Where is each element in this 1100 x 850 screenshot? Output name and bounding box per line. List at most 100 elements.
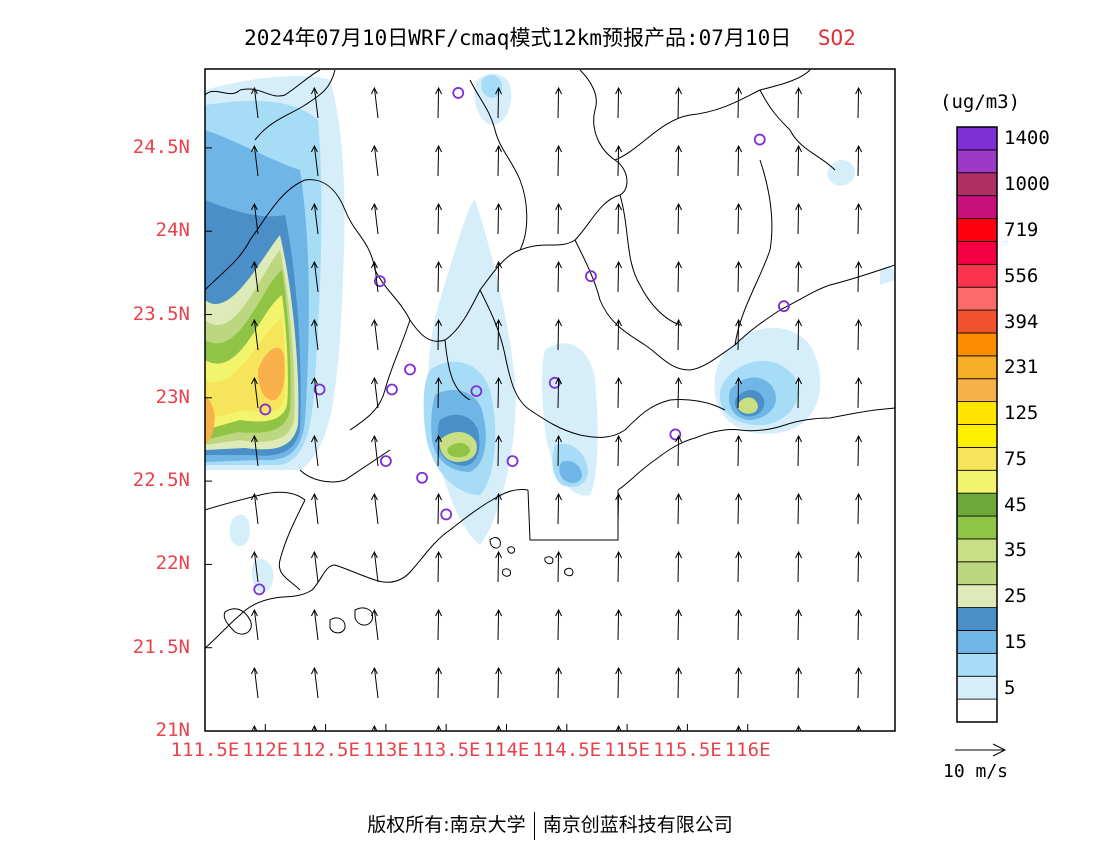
wind-vector	[253, 493, 259, 525]
wind-vector	[497, 145, 500, 177]
station-marker	[506, 455, 519, 468]
wind-arrowhead	[250, 492, 258, 501]
wind-vector	[253, 667, 259, 699]
wind-vector	[253, 435, 259, 467]
wind-vector	[437, 551, 440, 583]
wind-vector	[857, 551, 860, 583]
wind-vector	[737, 493, 740, 525]
wind-vector	[617, 319, 620, 351]
wind-arrowhead	[435, 550, 443, 559]
legend-swatch	[956, 446, 998, 471]
wind-vector	[857, 145, 860, 177]
wind-arrowhead	[555, 434, 563, 443]
station-marker	[669, 428, 682, 441]
wind-vector	[557, 203, 560, 235]
wind-vector	[617, 493, 620, 525]
legend-swatch	[956, 378, 998, 403]
wind-arrowhead	[370, 666, 378, 675]
legend-swatch	[956, 172, 998, 197]
wind-arrowhead	[675, 608, 683, 617]
wind-arrowhead	[435, 608, 443, 617]
province-boundaries	[205, 69, 895, 591]
wind-vector	[497, 435, 500, 467]
wind-arrowhead	[675, 144, 683, 153]
wind-arrowhead	[855, 666, 863, 675]
wind-vector	[677, 609, 680, 641]
wind-vector	[253, 203, 259, 235]
wind-vector	[737, 261, 740, 293]
y-tick-label: 21.5N	[132, 635, 190, 658]
wind-arrowhead	[735, 260, 743, 269]
wind-vector	[313, 261, 319, 293]
wind-vectors	[250, 86, 863, 731]
wind-arrowhead	[675, 318, 683, 327]
wind-scale-arrow	[955, 743, 1007, 757]
wind-arrowhead	[555, 144, 563, 153]
wind-vector	[677, 377, 680, 409]
legend-level-label: 5	[1004, 676, 1016, 699]
wind-arrowhead	[855, 434, 863, 443]
wind-arrowhead	[615, 376, 623, 385]
wind-vector	[253, 609, 259, 641]
wind-vector	[797, 435, 800, 467]
wind-vector	[857, 377, 860, 409]
wind-vector	[617, 203, 620, 235]
y-tick-label: 21N	[155, 719, 190, 741]
wind-vector	[857, 261, 860, 293]
wind-arrowhead	[495, 608, 503, 617]
wind-arrowhead	[855, 202, 863, 211]
wind-arrowhead	[435, 492, 443, 501]
wind-vector	[617, 435, 620, 467]
x-tick-label: 113E	[363, 739, 409, 761]
wind-arrowhead	[855, 550, 863, 559]
station-marker	[548, 376, 561, 389]
wind-arrowhead	[855, 260, 863, 269]
legend-swatch	[956, 652, 998, 677]
wind-arrowhead	[855, 724, 862, 731]
footer-divider	[533, 811, 535, 840]
wind-arrowhead	[495, 550, 503, 559]
copyright-partner: 南京创蓝科技有限公司	[542, 814, 733, 836]
x-tick-label: 112E	[242, 739, 289, 761]
concentration-field	[205, 73, 895, 593]
wind-arrowhead	[370, 260, 378, 269]
wind-arrowhead	[735, 86, 743, 95]
legend-level-label: 556	[1004, 264, 1039, 287]
wind-arrowhead	[435, 260, 443, 269]
wind-vector	[797, 87, 800, 119]
legend-swatch	[956, 424, 998, 448]
wind-vector	[497, 87, 500, 119]
wind-arrowhead	[435, 724, 442, 731]
wind-arrowhead	[310, 144, 318, 153]
wind-arrowhead	[555, 550, 563, 559]
wind-arrowhead	[310, 260, 318, 269]
wind-vector	[557, 145, 560, 177]
wind-vector	[253, 377, 259, 409]
legend-swatch	[956, 286, 998, 311]
station-marker	[777, 300, 790, 313]
wind-arrowhead	[675, 260, 683, 269]
wind-vector	[313, 551, 319, 583]
wind-vector	[313, 145, 319, 177]
wind-vector	[857, 609, 860, 641]
wind-arrowhead	[250, 666, 258, 675]
wind-vector	[253, 145, 259, 177]
y-tick-label: 23.5N	[132, 302, 190, 325]
wind-arrowhead	[370, 434, 378, 443]
wind-vector	[557, 319, 560, 351]
wind-vector	[797, 203, 800, 235]
wind-arrowhead	[675, 550, 683, 559]
pollutant-label: SO2	[817, 26, 856, 50]
y-tick-label: 23N	[155, 385, 190, 408]
wind-arrowhead	[370, 550, 378, 559]
y-tick-label: 22N	[155, 552, 190, 575]
station-marker	[470, 385, 483, 398]
wind-vector	[797, 667, 800, 699]
wind-arrowhead	[310, 666, 318, 675]
legend-level-label: 75	[1004, 447, 1027, 470]
legend-swatch	[956, 263, 998, 288]
wind-vector	[557, 87, 560, 119]
wind-arrowhead	[370, 608, 378, 617]
wind-arrowhead	[370, 86, 378, 95]
wind-arrowhead	[615, 550, 623, 559]
